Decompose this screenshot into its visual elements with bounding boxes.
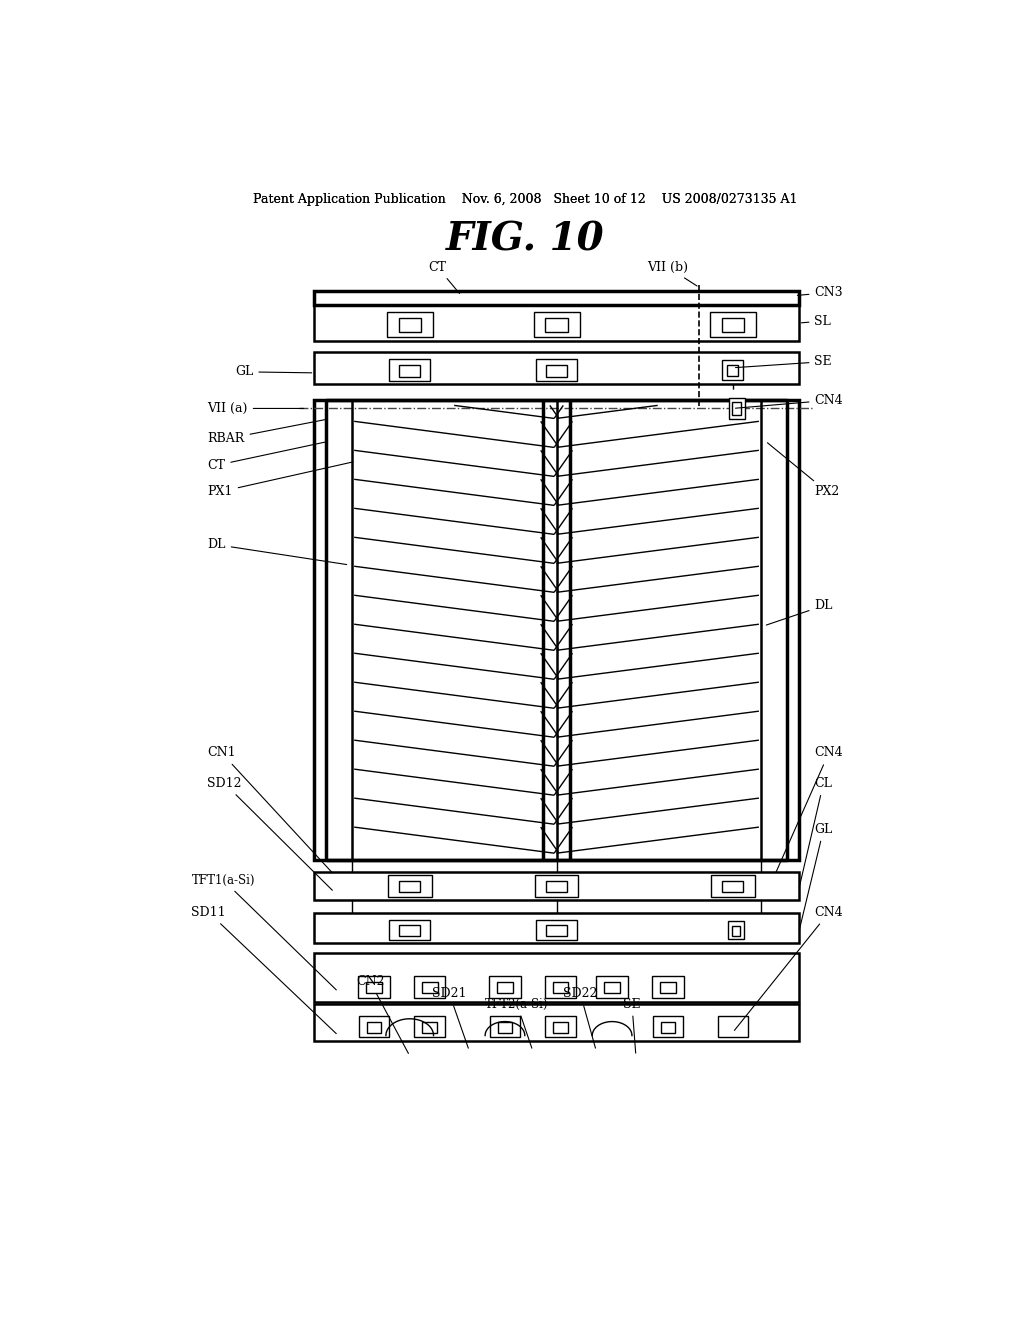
Text: TFT2(a-Si): TFT2(a-Si): [485, 998, 549, 1048]
Bar: [546, 880, 567, 892]
Bar: [604, 982, 620, 993]
Text: SL: SL: [802, 314, 831, 327]
Bar: [596, 975, 628, 998]
Text: SE: SE: [735, 355, 833, 368]
Text: PX1: PX1: [207, 462, 353, 498]
Bar: [553, 982, 568, 993]
Bar: [718, 1016, 748, 1036]
Text: CN3: CN3: [798, 286, 843, 300]
Bar: [722, 318, 743, 331]
Text: Patent Application Publication    Nov. 6, 2008   Sheet 10 of 12    US 2008/02731: Patent Application Publication Nov. 6, 2…: [253, 193, 797, 206]
Text: VII (b): VII (b): [647, 260, 697, 286]
Bar: [414, 975, 445, 998]
Bar: [314, 290, 799, 305]
Text: SE: SE: [624, 998, 641, 1053]
Bar: [553, 1022, 567, 1032]
Text: CN4: CN4: [776, 747, 843, 873]
Bar: [536, 359, 578, 381]
Bar: [489, 975, 521, 998]
Bar: [367, 1022, 381, 1032]
Text: SD22: SD22: [563, 987, 598, 1048]
Bar: [367, 982, 382, 993]
Text: GL: GL: [236, 366, 311, 379]
Text: SD11: SD11: [191, 906, 336, 1034]
Text: CN1: CN1: [207, 747, 333, 873]
Bar: [314, 953, 799, 1002]
Bar: [314, 351, 799, 384]
Bar: [660, 1022, 675, 1032]
Text: VII (a): VII (a): [207, 401, 304, 414]
Text: RBAR: RBAR: [207, 420, 328, 445]
Text: SD21: SD21: [432, 987, 468, 1048]
Bar: [422, 982, 437, 993]
Bar: [387, 312, 433, 337]
Bar: [722, 359, 743, 380]
Text: PX2: PX2: [767, 442, 840, 498]
Bar: [497, 982, 513, 993]
Bar: [489, 1016, 520, 1036]
Bar: [358, 975, 390, 998]
Bar: [498, 1022, 512, 1032]
Bar: [536, 920, 578, 940]
Bar: [398, 318, 421, 331]
Bar: [732, 403, 741, 414]
Bar: [710, 312, 756, 337]
Bar: [732, 925, 740, 936]
Bar: [388, 875, 431, 898]
Bar: [546, 925, 567, 936]
Bar: [399, 364, 420, 378]
Text: Patent Application Publication    Nov. 6, 2008   Sheet 10 of 12    US 2008/02731: Patent Application Publication Nov. 6, 2…: [253, 193, 797, 206]
Bar: [652, 975, 684, 998]
Text: FIG. 10: FIG. 10: [445, 220, 604, 259]
Bar: [728, 921, 743, 939]
Bar: [314, 305, 799, 342]
Text: DL: DL: [207, 539, 347, 565]
Bar: [652, 1016, 683, 1036]
Bar: [711, 875, 755, 898]
Text: DL: DL: [766, 599, 833, 626]
Bar: [314, 912, 799, 942]
Bar: [399, 880, 420, 892]
Text: CN2: CN2: [355, 975, 409, 1053]
Text: GL: GL: [800, 822, 833, 931]
Text: CT: CT: [428, 260, 460, 293]
Bar: [535, 875, 579, 898]
Bar: [415, 1016, 444, 1036]
Text: CL: CL: [799, 777, 833, 887]
Bar: [389, 359, 430, 381]
Bar: [314, 400, 799, 859]
Text: CN4: CN4: [735, 393, 843, 408]
Bar: [546, 318, 567, 331]
Bar: [534, 312, 580, 337]
Text: SD12: SD12: [207, 777, 333, 890]
Bar: [546, 1016, 575, 1036]
Bar: [389, 920, 430, 940]
Bar: [659, 982, 676, 993]
Bar: [546, 364, 567, 378]
Bar: [399, 925, 420, 936]
Text: TFT1(a-Si): TFT1(a-Si): [191, 874, 336, 990]
Bar: [545, 975, 577, 998]
Bar: [314, 1005, 799, 1040]
Text: CN4: CN4: [734, 906, 843, 1031]
Text: CT: CT: [207, 442, 328, 471]
Bar: [729, 399, 744, 418]
Bar: [722, 880, 743, 892]
Bar: [423, 1022, 436, 1032]
Bar: [314, 873, 799, 900]
Bar: [727, 364, 738, 376]
Bar: [359, 1016, 389, 1036]
